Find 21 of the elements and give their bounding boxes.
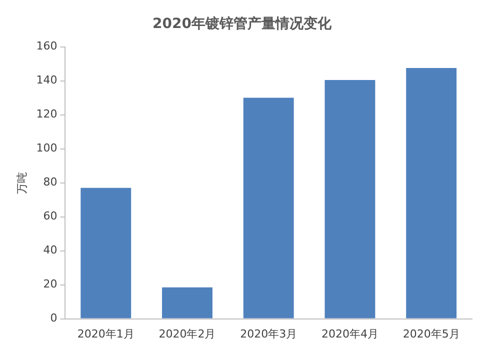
bar [162,287,212,318]
y-tick-label: 40 [43,244,58,257]
bar [406,68,457,318]
y-tick-label: 120 [36,108,58,121]
x-tick-label: 2020年2月 [158,327,216,340]
x-tick-label: 2020年5月 [402,327,460,340]
y-axis-title: 万吨 [15,172,28,194]
bar [243,98,294,318]
x-tick-label: 2020年3月 [240,327,298,340]
bar [80,188,132,318]
y-tick-label: 100 [36,142,58,155]
y-tick-label: 140 [36,74,58,87]
bar [324,80,376,318]
y-tick-label: 60 [43,210,58,223]
y-tick-label: 20 [43,278,58,291]
x-tick-label: 2020年1月 [77,327,134,340]
y-tick-label: 0 [50,312,58,325]
chart-title: 2020年镀锌管产量情况变化 [152,15,332,32]
y-tick-label: 160 [36,40,58,53]
x-tick-label: 2020年4月 [321,327,378,340]
y-tick-label: 80 [43,176,58,189]
